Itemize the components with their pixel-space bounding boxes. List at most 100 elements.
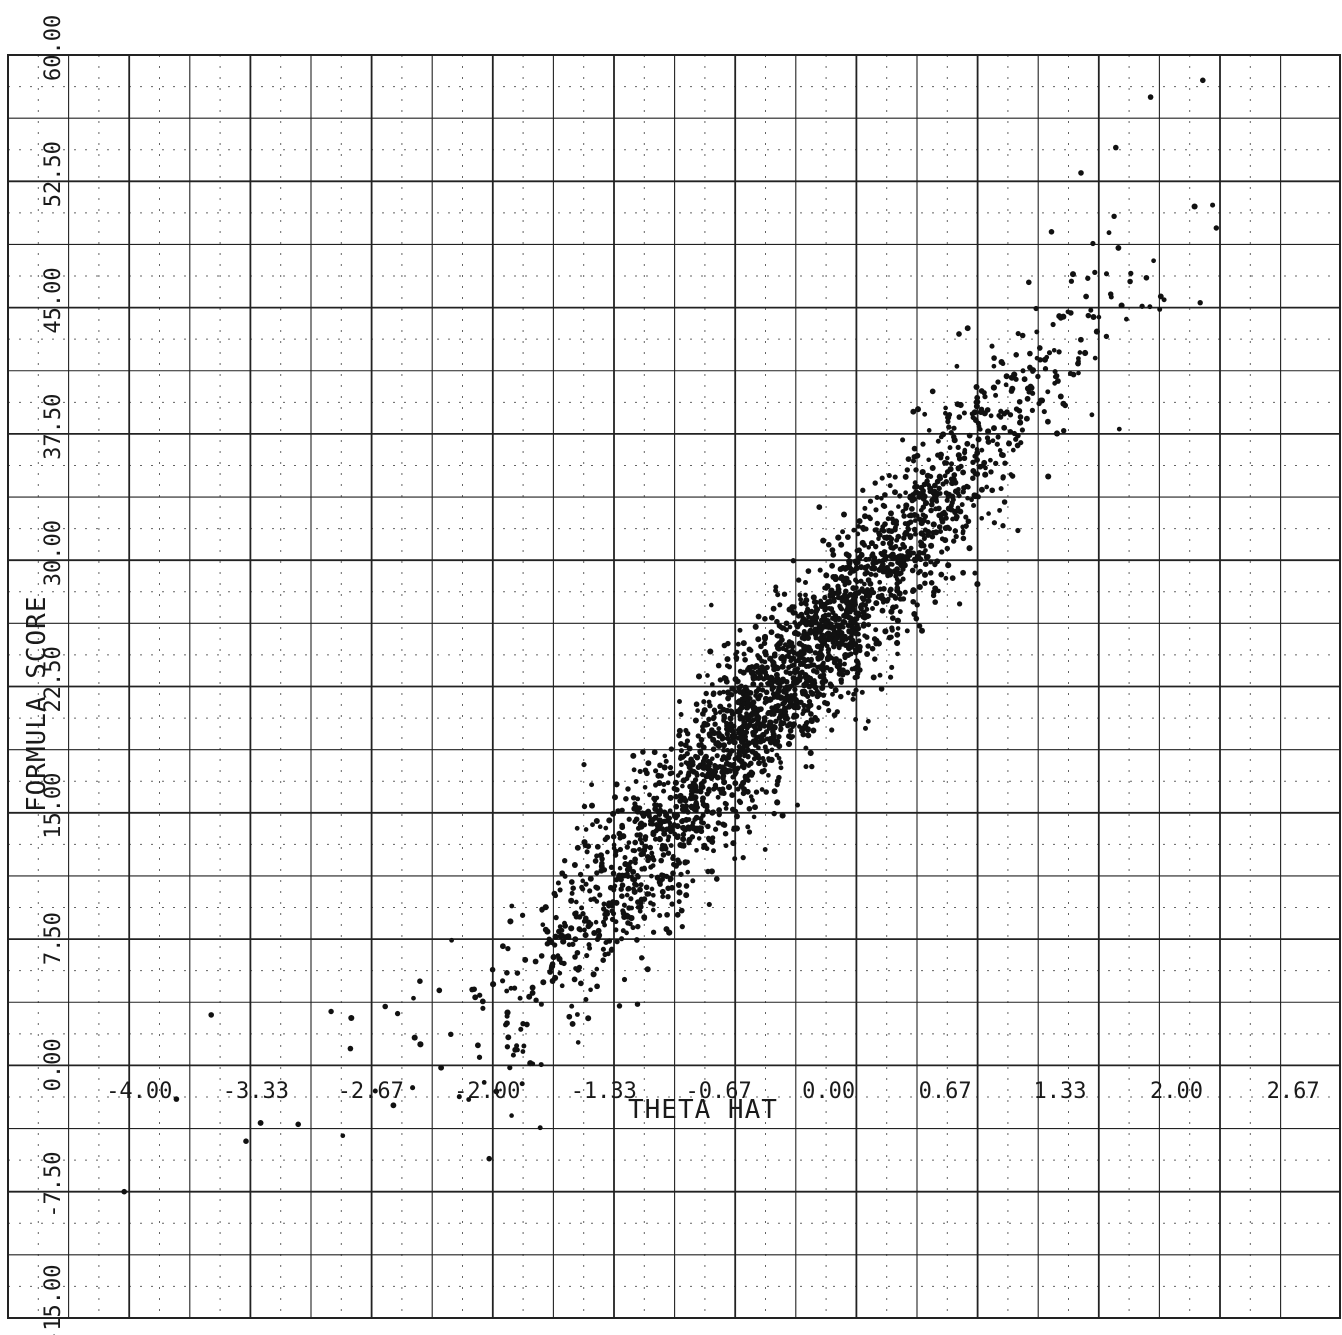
data-point (830, 630, 837, 637)
data-point (993, 392, 999, 398)
data-point (490, 981, 497, 988)
data-point (953, 513, 960, 520)
data-point (1048, 229, 1055, 235)
data-point (816, 705, 822, 711)
data-point (775, 633, 781, 639)
data-point (757, 692, 763, 699)
data-point (1090, 314, 1097, 320)
data-point (978, 486, 985, 493)
data-point (922, 561, 929, 568)
data-point (799, 635, 806, 641)
data-point (964, 325, 971, 332)
data-point (910, 587, 917, 594)
data-point (1082, 349, 1089, 357)
data-point (774, 618, 780, 625)
data-point (682, 797, 689, 804)
data-point (589, 782, 595, 788)
data-point (966, 545, 973, 552)
data-point (986, 511, 991, 516)
data-point (731, 740, 737, 746)
x-tick-label: -3.33 (223, 1079, 289, 1104)
data-point (860, 610, 866, 616)
data-point (920, 441, 926, 447)
data-point (665, 850, 672, 856)
data-point (562, 873, 568, 879)
data-point (829, 624, 836, 631)
data-point (888, 572, 894, 578)
data-point (983, 465, 988, 471)
data-point (680, 783, 685, 789)
data-point (932, 482, 938, 489)
data-point (762, 616, 768, 622)
data-point (745, 699, 752, 706)
data-point (714, 753, 720, 759)
data-point (989, 487, 996, 494)
data-point (867, 580, 874, 587)
data-point (699, 772, 705, 778)
data-point (552, 893, 559, 899)
data-point (801, 600, 808, 606)
data-point (830, 551, 837, 558)
data-point (588, 897, 594, 903)
data-point (709, 756, 715, 762)
data-point (1085, 312, 1092, 319)
data-point (842, 661, 847, 667)
data-point (529, 984, 536, 991)
data-point (812, 626, 818, 632)
data-point (720, 821, 726, 828)
data-point (729, 685, 736, 692)
data-point (666, 834, 672, 840)
data-point (653, 782, 659, 788)
data-point (795, 704, 801, 711)
data-point (708, 868, 715, 875)
data-point (955, 465, 962, 471)
data-point (787, 670, 793, 677)
data-point (714, 739, 721, 746)
data-point (515, 1047, 520, 1053)
data-point (756, 755, 762, 761)
data-point (724, 707, 731, 714)
data-point (803, 679, 810, 685)
data-point (575, 1040, 581, 1045)
data-point (786, 721, 793, 728)
data-point (694, 788, 700, 794)
data-point (720, 742, 728, 749)
data-point (610, 870, 617, 877)
data-point (951, 437, 958, 444)
data-point (991, 363, 997, 369)
data-point (760, 755, 766, 761)
data-point (715, 820, 722, 826)
data-point (703, 690, 709, 697)
data-point (1002, 460, 1008, 466)
data-point (738, 705, 744, 711)
data-point (639, 955, 645, 961)
data-point (647, 844, 654, 851)
data-point (792, 679, 799, 686)
x-axis-title: THETA HAT (628, 1095, 778, 1125)
data-point (856, 518, 863, 525)
data-point (1057, 393, 1064, 400)
data-point (602, 915, 609, 921)
data-point (714, 774, 721, 781)
data-point (456, 1094, 462, 1100)
data-point (770, 605, 777, 612)
data-point (861, 527, 866, 532)
data-point (590, 971, 597, 978)
data-point (611, 887, 617, 892)
data-point (637, 908, 643, 914)
data-point (630, 752, 637, 759)
data-point (928, 559, 934, 565)
data-point (390, 1102, 397, 1109)
y-tick-label: -7.50 (41, 1151, 66, 1217)
data-point (630, 795, 637, 801)
data-point (936, 505, 942, 512)
data-point (504, 1013, 510, 1019)
data-point (589, 802, 595, 809)
data-point (840, 577, 847, 584)
data-point (1014, 442, 1021, 449)
data-point (779, 663, 786, 670)
data-point (944, 455, 950, 461)
data-point (741, 651, 747, 657)
data-point (1020, 368, 1026, 374)
data-point (619, 893, 625, 900)
